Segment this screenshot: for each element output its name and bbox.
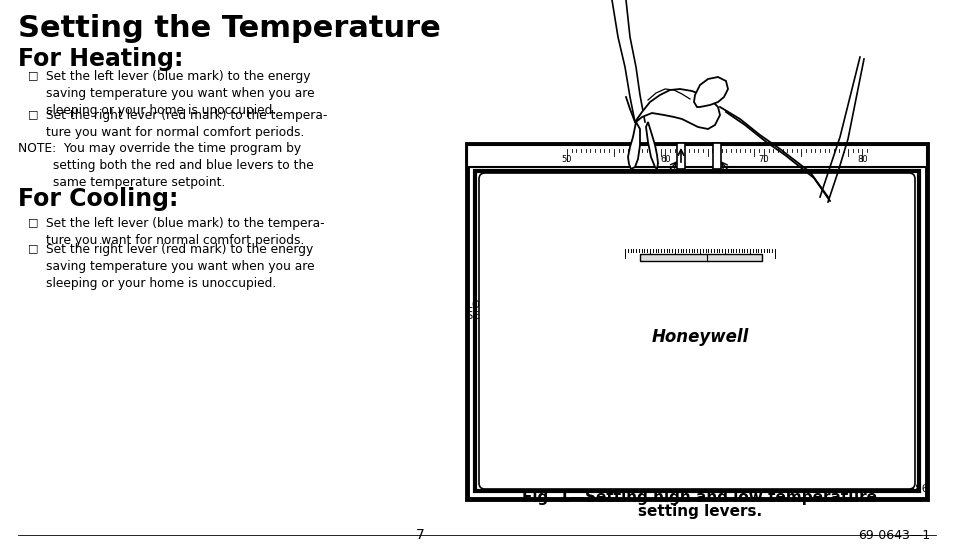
Bar — [639, 254, 761, 261]
Text: □: □ — [28, 217, 38, 227]
Text: □: □ — [28, 109, 38, 119]
Text: LOW TEMPERATURE: LOW TEMPERATURE — [467, 300, 563, 310]
Bar — [712, 143, 720, 169]
Text: 7: 7 — [416, 528, 424, 542]
Text: 80: 80 — [856, 155, 866, 164]
Bar — [475, 171, 918, 491]
Bar — [677, 143, 684, 169]
Text: Set the right lever (red mark) to the tempera-
ture you want for normal comfort : Set the right lever (red mark) to the te… — [46, 109, 327, 139]
Text: □: □ — [28, 243, 38, 253]
Polygon shape — [627, 122, 639, 169]
Text: Set the right lever (red mark) to the energy
saving temperature you want when yo: Set the right lever (red mark) to the en… — [46, 243, 314, 290]
Text: SETTING LEVER: SETTING LEVER — [467, 311, 542, 321]
Text: 50: 50 — [561, 155, 572, 164]
Text: 70: 70 — [714, 237, 728, 247]
Polygon shape — [693, 77, 727, 107]
Text: Honeywell: Honeywell — [651, 328, 748, 346]
Text: For Cooling:: For Cooling: — [18, 187, 178, 211]
FancyBboxPatch shape — [478, 173, 914, 489]
Text: M8586: M8586 — [892, 484, 927, 494]
Text: Set the left lever (blue mark) to the energy
saving temperature you want when yo: Set the left lever (blue mark) to the en… — [46, 70, 314, 117]
Text: TEMPERATURE: TEMPERATURE — [840, 305, 910, 315]
Text: Fig. 1—Setting high and low temperature: Fig. 1—Setting high and low temperature — [522, 490, 877, 505]
Text: Setting the Temperature: Setting the Temperature — [18, 14, 440, 43]
Text: For Heating:: For Heating: — [18, 47, 183, 71]
Text: HIGH: HIGH — [840, 294, 864, 304]
Text: Set the left lever (blue mark) to the tempera-
ture you want for normal comfort : Set the left lever (blue mark) to the te… — [46, 217, 324, 247]
Text: 70: 70 — [758, 155, 768, 164]
Text: 50: 50 — [627, 237, 641, 247]
Text: NOTE:  You may override the time program by
         setting both the red and bl: NOTE: You may override the time program … — [18, 142, 314, 189]
Bar — [467, 144, 926, 499]
Text: □: □ — [28, 70, 38, 80]
Text: 80: 80 — [757, 237, 771, 247]
Polygon shape — [635, 89, 720, 129]
Polygon shape — [645, 122, 658, 169]
Text: 69-0643—1: 69-0643—1 — [857, 529, 929, 542]
Text: 60: 60 — [671, 237, 684, 247]
Text: 60: 60 — [659, 155, 670, 164]
Text: LEVER: LEVER — [840, 327, 870, 337]
Text: SETTING: SETTING — [840, 316, 881, 326]
Text: setting levers.: setting levers. — [638, 504, 761, 519]
Bar — [467, 145, 926, 167]
